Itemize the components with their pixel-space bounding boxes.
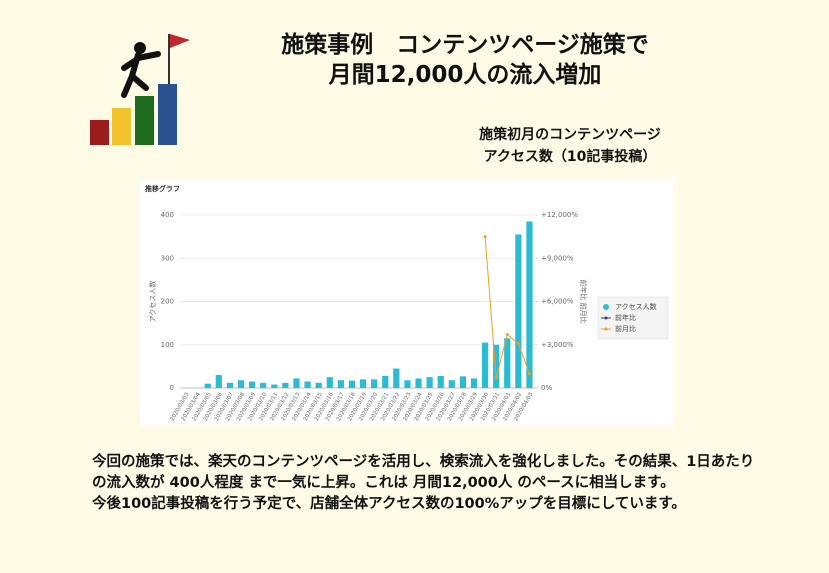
y-tick-label: 100 bbox=[161, 341, 174, 349]
point bbox=[494, 376, 498, 380]
bar bbox=[448, 380, 455, 388]
bar bbox=[249, 381, 256, 388]
legend-label: アクセス人数 bbox=[615, 302, 657, 311]
caption-line: アクセス数（10記事投稿） bbox=[483, 149, 657, 165]
y2-tick-label: +3,000% bbox=[541, 341, 574, 349]
bar bbox=[260, 382, 267, 388]
y2-tick-label: +6,000% bbox=[541, 298, 574, 306]
bar bbox=[459, 376, 466, 388]
bar bbox=[426, 377, 433, 388]
bar bbox=[204, 383, 211, 388]
bar bbox=[226, 382, 234, 388]
bar bbox=[348, 380, 356, 388]
paragraph: 今後100記事投稿を行う予定で、店舗全体アクセス数の100%アップを目標にしてい… bbox=[92, 496, 686, 512]
legend-swatch bbox=[603, 304, 609, 310]
bar bbox=[437, 375, 444, 388]
title-line: 施策事例 コンテンツページ施策で bbox=[281, 32, 649, 58]
bar bbox=[337, 380, 344, 388]
bar bbox=[470, 378, 478, 388]
icon bbox=[90, 34, 190, 145]
bar bbox=[415, 378, 422, 388]
bar bbox=[304, 381, 311, 388]
legend-swatch bbox=[604, 327, 608, 331]
legend-swatch bbox=[604, 316, 608, 320]
y-tick-label: 300 bbox=[161, 254, 174, 262]
bar bbox=[326, 377, 333, 388]
bar bbox=[504, 338, 511, 388]
caption-line: 施策初月のコンテンツページ bbox=[479, 127, 661, 143]
bar bbox=[382, 375, 389, 388]
bar bbox=[271, 384, 278, 388]
bar bbox=[481, 342, 489, 388]
y-tick-label: 400 bbox=[161, 211, 174, 219]
bar bbox=[293, 378, 300, 388]
bar bbox=[526, 221, 533, 388]
bar bbox=[493, 344, 500, 388]
point bbox=[483, 235, 487, 239]
body: 今回の施策では、楽天のコンテンツページを活用し、検索流入を強化しました。その結果… bbox=[92, 452, 762, 515]
caption: 施策初月のコンテンツページ アクセス数（10記事投稿） bbox=[440, 124, 700, 168]
bar bbox=[515, 234, 522, 388]
y2-axis-label: 前年比 前月比 bbox=[579, 279, 588, 323]
y-axis-label: アクセス人数 bbox=[148, 281, 157, 323]
title: 施策事例 コンテンツページ施策で 月間12,000人の流入増加 bbox=[200, 30, 730, 90]
y2-tick-label: +12,000% bbox=[541, 211, 578, 219]
bar bbox=[393, 368, 400, 388]
paragraph: 今回の施策では、楽天のコンテンツページを活用し、検索流入を強化しました。その結果… bbox=[92, 454, 755, 491]
point bbox=[505, 333, 509, 337]
bar bbox=[404, 380, 411, 388]
y-tick-label: 200 bbox=[161, 298, 174, 306]
bar bbox=[315, 382, 322, 388]
bar bbox=[237, 380, 245, 388]
bar bbox=[215, 375, 222, 388]
chart-title: 推移グラフ bbox=[145, 184, 180, 193]
chart: 推移グラフ 0 100 200 300 400 0% +3,000% +6,000% +9,00… bbox=[140, 180, 673, 426]
legend-label: 前月比 bbox=[615, 324, 636, 333]
y2-tick-label: 0% bbox=[541, 384, 552, 392]
bar bbox=[282, 382, 289, 388]
title-line: 月間12,000人の流入増加 bbox=[328, 62, 602, 88]
legend-label: 前年比 bbox=[615, 313, 636, 322]
y-tick-label: 0 bbox=[170, 384, 174, 392]
point bbox=[516, 341, 520, 345]
bar bbox=[371, 379, 378, 388]
y2-tick-label: +9,000% bbox=[541, 254, 574, 262]
bar bbox=[359, 379, 367, 388]
point bbox=[527, 372, 531, 376]
